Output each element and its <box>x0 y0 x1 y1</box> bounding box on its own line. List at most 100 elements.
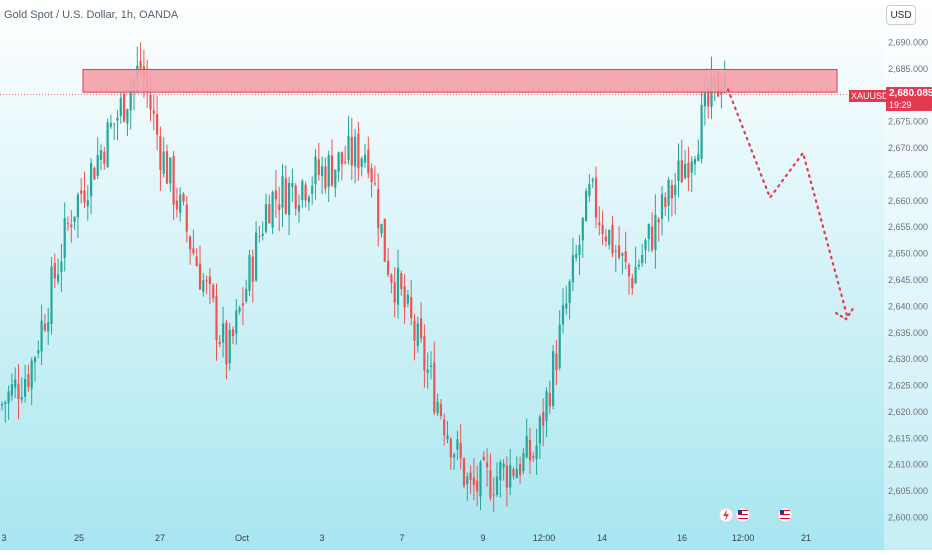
price-tick-label: 2,665.000 <box>888 169 928 179</box>
candle-body <box>109 123 112 127</box>
candle-body <box>354 136 357 167</box>
candle-body <box>238 307 241 312</box>
flag-stripe <box>738 518 748 519</box>
candle-body <box>4 402 7 405</box>
candle-body <box>60 261 63 272</box>
candle-body <box>634 267 637 284</box>
candle-body <box>245 289 248 302</box>
candle-body <box>532 455 535 458</box>
last-price-value: 2,680.085 <box>889 88 932 99</box>
candle-body <box>585 190 588 222</box>
candle-body <box>588 184 591 196</box>
candle-body <box>274 190 277 200</box>
price-tick-label: 2,670.000 <box>888 143 928 153</box>
symbol-tag: XAUUSD <box>849 90 891 102</box>
candle-body <box>27 373 30 387</box>
candle-body <box>304 184 307 201</box>
candle-body <box>235 310 238 334</box>
candle-body <box>83 190 86 203</box>
candle-body <box>324 166 327 189</box>
candle-body <box>189 236 192 250</box>
time-tick-label: 7 <box>399 533 404 543</box>
candle-body <box>459 442 462 459</box>
candle-body <box>462 458 466 486</box>
candle-body <box>611 225 614 254</box>
candle-body <box>251 256 254 282</box>
candle-body <box>469 472 472 481</box>
candle-body <box>449 438 452 458</box>
candle-body <box>528 440 532 461</box>
time-axis[interactable]: 3 25 27 Oct 3 7 9 12:00 14 16 12:00 21 <box>1 533 811 543</box>
candle-body <box>20 397 23 400</box>
candle-body <box>162 151 165 174</box>
candle-body <box>0 404 4 406</box>
candle-body <box>17 384 20 399</box>
price-tick-label: 2,640.000 <box>888 301 928 311</box>
candle-body <box>123 93 126 122</box>
candle-body <box>512 469 515 476</box>
candle-body <box>568 281 571 303</box>
candle-body <box>505 465 508 488</box>
flag-stripe <box>738 514 748 515</box>
time-tick-label: 3 <box>319 533 324 543</box>
candle-body <box>472 477 475 485</box>
candle-body <box>406 294 409 304</box>
candle-body <box>126 109 129 124</box>
candle-body <box>80 190 83 194</box>
event-icons <box>718 507 793 523</box>
candle-body <box>426 369 429 373</box>
currency-button[interactable]: USD <box>886 5 916 25</box>
candle-body <box>631 277 634 288</box>
candle-body <box>660 194 664 219</box>
candle-body <box>116 117 119 121</box>
time-tick-label: 12:00 <box>533 533 556 543</box>
candle-body <box>581 217 584 241</box>
candle-body <box>182 193 185 202</box>
candle-body <box>542 412 545 426</box>
candle-body <box>278 204 281 211</box>
candle-body <box>205 280 208 282</box>
candle-body <box>37 350 40 354</box>
candle-body <box>311 185 314 194</box>
candle-body <box>179 194 182 213</box>
price-tick-label: 2,650.000 <box>888 249 928 259</box>
price-tick-label: 2,605.000 <box>888 486 928 496</box>
candle-body <box>139 60 142 69</box>
price-axis[interactable]: 2,600.000 2,605.000 2,610.000 2,615.000 2,62… <box>884 0 932 550</box>
time-tick-label: 12:00 <box>732 533 755 543</box>
candle-body <box>614 250 617 252</box>
candle-body <box>119 97 122 117</box>
lightning-glyph <box>723 509 729 521</box>
candle-body <box>525 435 528 458</box>
candle-body <box>548 392 551 407</box>
candle-body <box>73 216 76 223</box>
candle-body <box>172 156 175 205</box>
candle-body <box>598 222 601 226</box>
candle-body <box>657 219 660 223</box>
candle-body <box>57 274 60 282</box>
lightning-icon <box>718 507 734 523</box>
flag-stripe <box>780 516 790 517</box>
price-tick-label: 2,645.000 <box>888 275 928 285</box>
candle-body <box>479 461 482 497</box>
price-tick-label: 2,630.000 <box>888 354 928 364</box>
candle-body <box>403 286 406 308</box>
candle-body <box>271 192 274 228</box>
candle-body <box>268 204 271 224</box>
candle-body <box>291 182 294 187</box>
flag-stripe <box>780 510 790 511</box>
candle-body <box>647 224 650 239</box>
price-tick-label: 2,625.000 <box>888 381 928 391</box>
candle-body <box>578 244 581 256</box>
candle-body <box>288 182 291 216</box>
candle-body <box>86 200 89 207</box>
projection-path[interactable] <box>726 88 856 321</box>
price-tick-label: 2,660.000 <box>888 196 928 206</box>
candle-body <box>307 197 310 203</box>
resistance-zone[interactable] <box>82 68 838 93</box>
candle-body <box>413 320 416 341</box>
candle-body <box>248 255 251 291</box>
candle-body <box>373 183 376 185</box>
candle-body <box>317 159 320 176</box>
